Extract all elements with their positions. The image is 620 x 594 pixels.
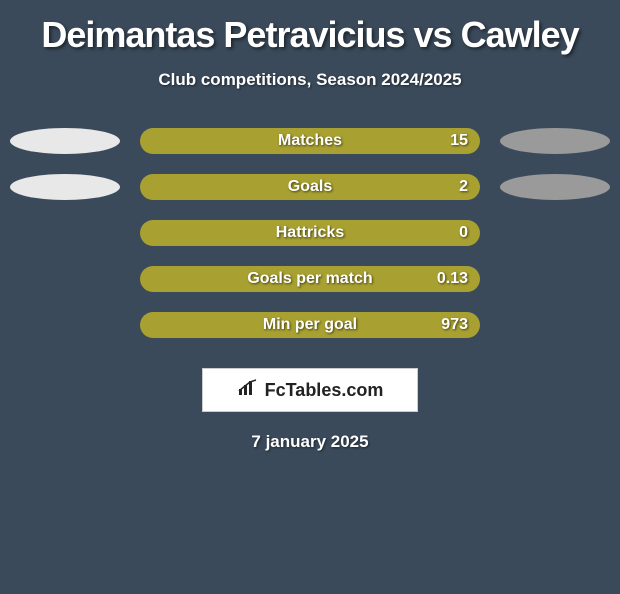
logo-box[interactable]: FcTables.com bbox=[202, 368, 418, 412]
stat-bar: Min per goal973 bbox=[140, 312, 480, 338]
left-ellipse bbox=[10, 174, 120, 200]
stat-label: Goals bbox=[140, 174, 480, 200]
stat-value: 0 bbox=[459, 220, 468, 246]
stat-bar: Hattricks0 bbox=[140, 220, 480, 246]
stat-label: Matches bbox=[140, 128, 480, 154]
stat-value: 973 bbox=[441, 312, 468, 338]
barchart-icon bbox=[237, 379, 259, 402]
right-ellipse-placeholder bbox=[500, 220, 610, 246]
right-ellipse bbox=[500, 174, 610, 200]
right-ellipse-placeholder bbox=[500, 312, 610, 338]
stat-bar: Goals2 bbox=[140, 174, 480, 200]
subtitle: Club competitions, Season 2024/2025 bbox=[0, 70, 620, 90]
stat-label: Min per goal bbox=[140, 312, 480, 338]
stat-row: Min per goal973 bbox=[0, 312, 620, 338]
stat-value: 15 bbox=[450, 128, 468, 154]
left-ellipse bbox=[10, 128, 120, 154]
left-ellipse-placeholder bbox=[10, 266, 120, 292]
stat-row: Matches15 bbox=[0, 128, 620, 154]
date-text: 7 january 2025 bbox=[0, 432, 620, 452]
stat-label: Hattricks bbox=[140, 220, 480, 246]
stat-label: Goals per match bbox=[140, 266, 480, 292]
left-ellipse-placeholder bbox=[10, 312, 120, 338]
left-ellipse-placeholder bbox=[10, 220, 120, 246]
right-ellipse-placeholder bbox=[500, 266, 610, 292]
stat-value: 2 bbox=[459, 174, 468, 200]
page-title: Deimantas Petravicius vs Cawley bbox=[0, 14, 620, 56]
stats-area: Matches15 Goals2 Hattricks0 Goals per match… bbox=[0, 128, 620, 338]
right-ellipse bbox=[500, 128, 610, 154]
stat-row: Hattricks0 bbox=[0, 220, 620, 246]
stat-value: 0.13 bbox=[437, 266, 468, 292]
stat-bar: Matches15 bbox=[140, 128, 480, 154]
stat-bar: Goals per match0.13 bbox=[140, 266, 480, 292]
logo-text: FcTables.com bbox=[265, 380, 384, 401]
stat-row: Goals2 bbox=[0, 174, 620, 200]
stat-row: Goals per match0.13 bbox=[0, 266, 620, 292]
